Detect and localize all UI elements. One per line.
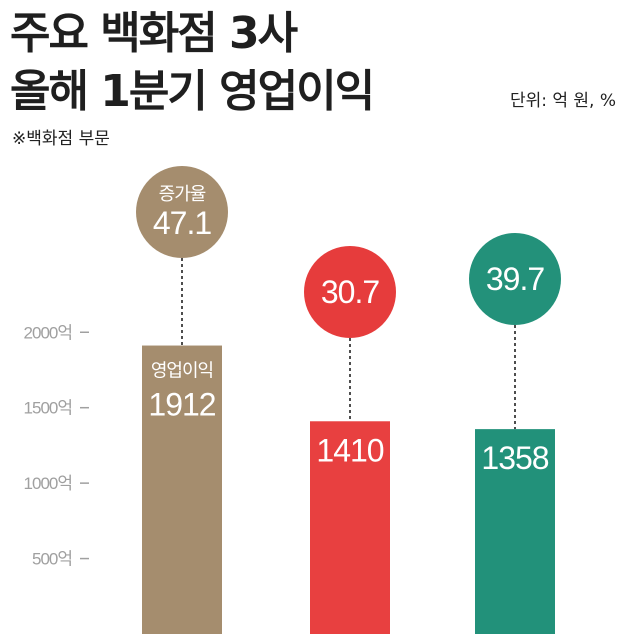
- unit-label: 단위: 억 원, %: [509, 91, 616, 111]
- y-tick-label: 1500억: [24, 399, 72, 418]
- note-label: ※백화점 부문: [12, 129, 110, 149]
- y-tick-label: 2000억: [24, 323, 72, 342]
- y-tick-label: 500억: [32, 550, 72, 569]
- growth-caption: 증가율: [159, 184, 206, 204]
- growth-label: 39.7: [486, 261, 544, 297]
- title-line-2: 올해 1분기 영업이익: [10, 66, 375, 117]
- bar-caption: 영업이익: [151, 361, 213, 381]
- title-line-1: 주요 백화점 3사: [10, 8, 298, 59]
- bar: [475, 429, 555, 634]
- growth-circle: [136, 166, 228, 258]
- growth-circle: [304, 246, 396, 338]
- growth-circle: [469, 233, 561, 325]
- bar-value-label: 1410: [316, 432, 383, 468]
- bar-value-label: 1912: [148, 387, 215, 423]
- bar: [142, 345, 222, 634]
- bar: [310, 421, 390, 634]
- growth-label: 47.1: [153, 205, 211, 241]
- growth-label: 30.7: [321, 274, 379, 310]
- y-tick-label: 1000억: [24, 474, 72, 493]
- bar-value-label: 1358: [481, 440, 548, 476]
